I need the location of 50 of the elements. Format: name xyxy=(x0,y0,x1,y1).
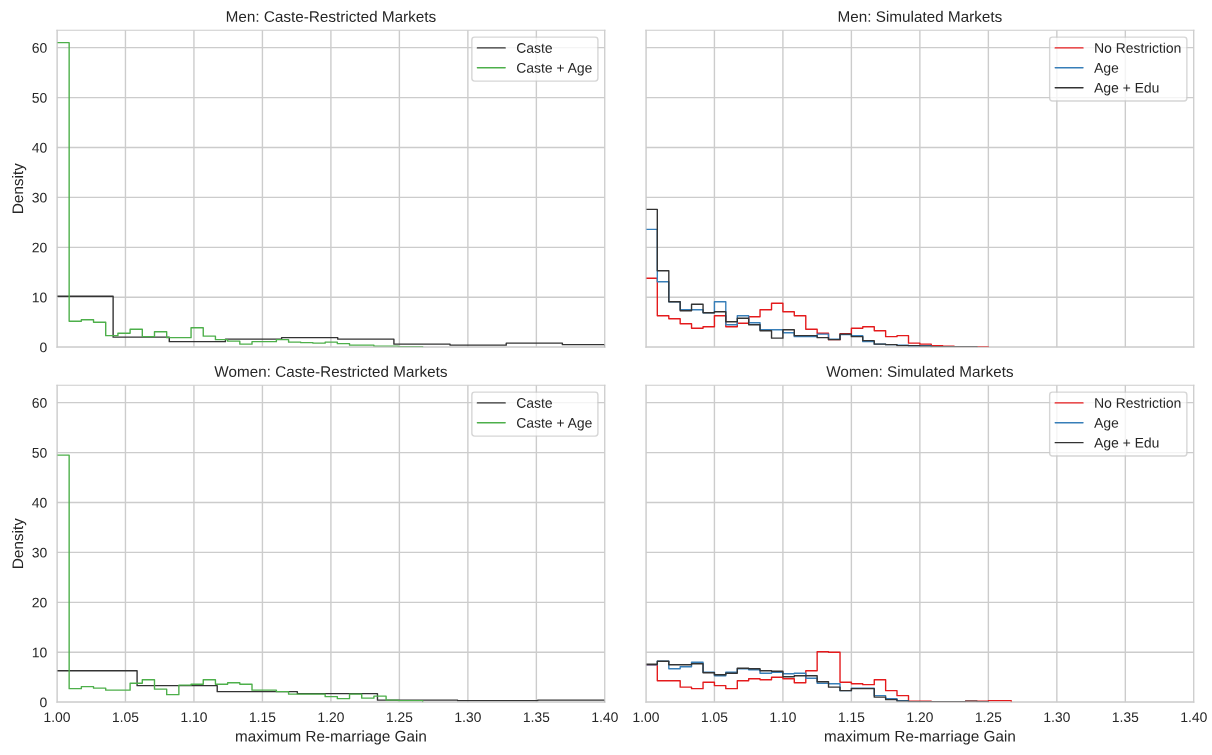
x-tick-label: 1.00 xyxy=(633,712,659,723)
legend-label: Caste + Age xyxy=(516,417,592,431)
x-tick-label: 1.20 xyxy=(907,712,933,723)
legend-label: Caste + Age xyxy=(516,62,592,76)
y-tick-label: 50 xyxy=(32,447,47,458)
x-tick-label: 1.00 xyxy=(44,712,70,723)
x-axis-title: maximum Re-marriage Gain xyxy=(235,730,426,745)
y-tick-label: 20 xyxy=(32,597,47,608)
legend-label: Age xyxy=(1094,63,1119,76)
legend-label: No Restriction xyxy=(1095,42,1181,53)
x-tick-label: 1.25 xyxy=(386,712,413,723)
legend-label: Caste xyxy=(516,398,552,408)
y-tick-label: 0 xyxy=(40,697,47,708)
y-tick-label: 50 xyxy=(32,92,47,103)
x-tick-label: 1.35 xyxy=(1112,712,1139,723)
x-tick-label: 1.35 xyxy=(523,712,550,723)
legend-label: Caste xyxy=(516,43,552,53)
legend-label: Age + Edu xyxy=(1094,82,1159,96)
x-tick-label: 1.40 xyxy=(1181,712,1207,723)
legend-label: Age xyxy=(1094,418,1119,431)
chart-title: Men: Caste-Restricted Markets xyxy=(226,10,436,23)
x-axis-title: maximum Re-marriage Gain xyxy=(824,730,1015,745)
x-tick-label: 1.05 xyxy=(701,712,728,723)
x-tick-label: 1.10 xyxy=(770,712,796,723)
y-tick-label: 60 xyxy=(32,398,47,408)
chart-title: Women: Simulated Markets xyxy=(826,365,1014,378)
legend-label: No Restriction xyxy=(1095,397,1181,408)
x-tick-label: 1.15 xyxy=(838,712,865,723)
y-tick-label: 10 xyxy=(32,292,47,303)
x-tick-label: 1.30 xyxy=(1044,712,1070,723)
y-axis-title: Density xyxy=(12,518,27,568)
y-tick-label: 30 xyxy=(32,547,47,558)
y-tick-label: 60 xyxy=(32,43,47,53)
x-tick-label: 1.40 xyxy=(592,712,618,723)
y-tick-label: 0 xyxy=(40,342,47,353)
chart-title: Men: Simulated Markets xyxy=(838,10,1002,23)
chart-title: Women: Caste-Restricted Markets xyxy=(214,365,447,378)
y-tick-label: 40 xyxy=(32,142,47,153)
x-tick-label: 1.20 xyxy=(318,712,344,723)
legend-label: Age + Edu xyxy=(1094,437,1159,451)
y-tick-label: 10 xyxy=(32,647,47,658)
x-tick-label: 1.25 xyxy=(975,712,1002,723)
y-tick-label: 40 xyxy=(32,497,47,508)
x-tick-label: 1.05 xyxy=(112,712,139,723)
y-tick-label: 30 xyxy=(32,192,47,203)
x-tick-label: 1.30 xyxy=(455,712,481,723)
x-tick-label: 1.10 xyxy=(181,712,207,723)
x-tick-label: 1.15 xyxy=(249,712,276,723)
y-tick-label: 20 xyxy=(32,242,47,253)
y-axis-title: Density xyxy=(12,163,27,213)
